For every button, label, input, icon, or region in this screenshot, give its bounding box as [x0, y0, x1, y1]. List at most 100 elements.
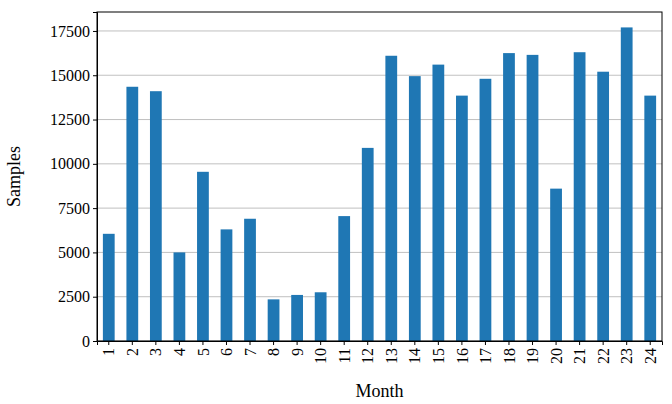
- x-tick: 23: [618, 341, 635, 364]
- y-tick-mark: [93, 120, 97, 121]
- x-tick-mark: [250, 341, 251, 345]
- x-tick: 15: [430, 341, 447, 364]
- x-tick: 17: [477, 341, 494, 364]
- x-tick-mark: [367, 341, 368, 345]
- x-tick-label: 23: [618, 348, 635, 364]
- y-axis-title: Samples: [4, 146, 24, 207]
- x-tick-mark: [485, 341, 486, 345]
- x-tick-label: 20: [548, 348, 565, 364]
- bar: [103, 234, 115, 341]
- y-axis: 025005000750010000125001500017500: [50, 13, 98, 350]
- x-tick-label: 3: [147, 348, 164, 356]
- y-tick: 17500: [50, 23, 97, 40]
- x-tick-label: 24: [642, 348, 659, 364]
- y-tick: 5000: [58, 244, 97, 261]
- x-tick-mark: [179, 341, 180, 345]
- y-tick-label: 0: [82, 333, 90, 350]
- x-tick: 11: [336, 341, 353, 363]
- x-tick-mark: [626, 341, 627, 345]
- x-tick: 8: [265, 341, 282, 356]
- bar: [480, 79, 492, 341]
- x-tick: 5: [195, 341, 212, 356]
- x-tick-label: 13: [383, 348, 400, 364]
- x-tick: 18: [501, 341, 518, 364]
- y-tick-mark: [93, 31, 97, 32]
- bar: [409, 76, 421, 341]
- x-tick-mark: [650, 341, 651, 345]
- x-tick: 14: [406, 341, 423, 364]
- grid-line: [97, 30, 662, 31]
- bar: [621, 27, 633, 341]
- x-tick: 7: [242, 341, 259, 356]
- x-tick-label: 17: [477, 348, 494, 364]
- x-tick: 6: [218, 341, 235, 356]
- x-tick-label: 14: [406, 348, 423, 364]
- x-tick-mark: [461, 341, 462, 345]
- x-tick-label: 8: [265, 348, 282, 356]
- y-tick: 12500: [50, 111, 97, 128]
- x-tick: 1: [100, 341, 117, 356]
- bars: [103, 27, 656, 341]
- x-axis: 123456789101112131415161718192021222324: [98, 341, 663, 364]
- bar: [244, 219, 256, 341]
- y-tick: 7500: [58, 200, 97, 217]
- x-tick: 24: [642, 341, 659, 364]
- plot-area: 0250050007500100001250015000175001234567…: [50, 12, 663, 364]
- bar: [126, 87, 138, 341]
- x-tick: 13: [383, 341, 400, 364]
- bar: [221, 229, 233, 341]
- y-tick-label: 5000: [58, 244, 90, 261]
- x-tick-label: 9: [289, 348, 306, 356]
- x-tick: 10: [312, 341, 329, 364]
- x-tick-label: 15: [430, 348, 447, 364]
- y-tick-label: 2500: [58, 288, 90, 305]
- x-tick-label: 7: [242, 348, 259, 356]
- x-tick-mark: [414, 341, 415, 345]
- x-tick-mark: [556, 341, 557, 345]
- x-tick-mark: [344, 341, 345, 345]
- x-tick: 20: [548, 341, 565, 364]
- x-tick-mark: [579, 341, 580, 345]
- y-tick: 0: [82, 333, 97, 350]
- grid: [97, 31, 662, 341]
- chart: 0250050007500100001250015000175001234567…: [0, 0, 672, 404]
- y-tick-mark: [93, 341, 97, 342]
- bar: [150, 91, 162, 341]
- bar: [362, 148, 374, 341]
- y-tick-mark: [93, 297, 97, 298]
- x-tick: 16: [453, 341, 470, 364]
- bar: [174, 252, 186, 341]
- bar: [644, 96, 656, 341]
- bar: [503, 53, 515, 341]
- y-tick-mark: [93, 208, 97, 209]
- y-tick: 2500: [58, 288, 97, 305]
- bar: [268, 299, 280, 341]
- x-tick-mark: [273, 341, 274, 345]
- y-tick-mark: [93, 252, 97, 253]
- bar: [338, 216, 350, 341]
- y-tick-label: 10000: [50, 155, 90, 172]
- x-tick-mark: [532, 341, 533, 345]
- bar: [385, 56, 397, 341]
- x-tick-label: 6: [218, 348, 235, 356]
- x-tick-label: 11: [336, 348, 353, 363]
- bar: [291, 295, 303, 341]
- x-tick-label: 16: [453, 348, 470, 364]
- x-tick: 12: [359, 341, 376, 364]
- x-tick-mark: [603, 341, 604, 345]
- x-tick-label: 2: [124, 348, 141, 356]
- bar: [456, 96, 468, 341]
- bar: [597, 72, 609, 341]
- x-tick-mark: [391, 341, 392, 345]
- plot-frame: [97, 12, 662, 341]
- x-tick-label: 10: [312, 348, 329, 364]
- y-tick-mark: [93, 75, 97, 76]
- x-tick-mark: [508, 341, 509, 345]
- x-tick-mark: [297, 341, 298, 345]
- x-tick-label: 1: [100, 348, 117, 356]
- x-tick-label: 22: [595, 348, 612, 364]
- x-tick: 9: [289, 341, 306, 356]
- y-tick-label: 7500: [58, 200, 90, 217]
- x-tick-mark: [438, 341, 439, 345]
- x-tick-label: 5: [195, 348, 212, 356]
